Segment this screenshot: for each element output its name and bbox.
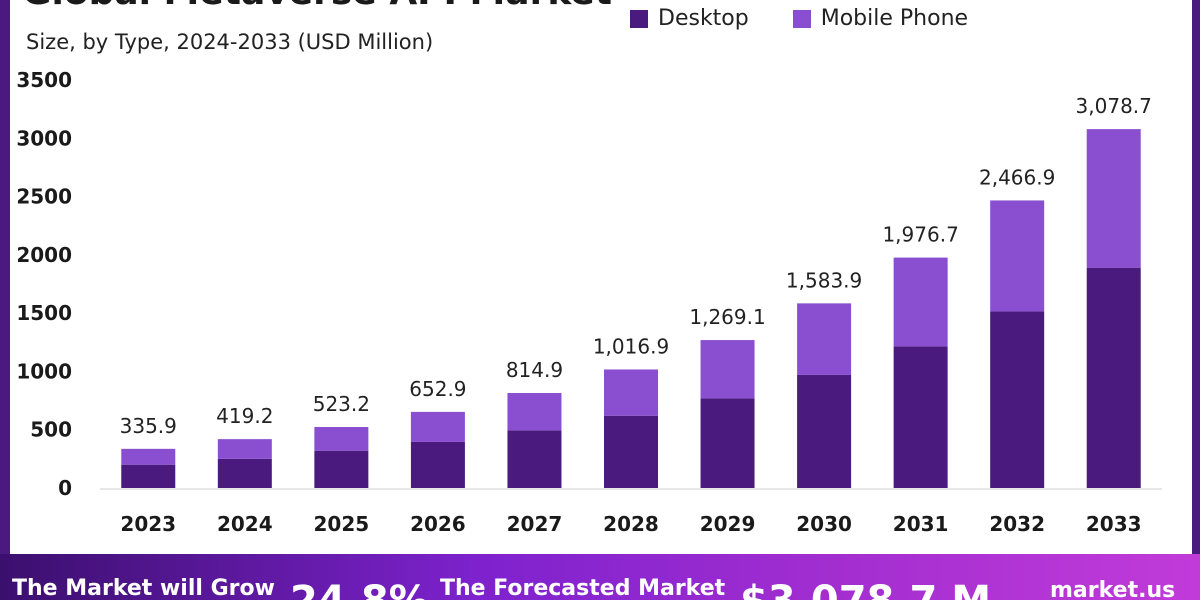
x-tick-label: 2027 — [507, 512, 563, 536]
bar-total-label: 523.2 — [313, 392, 370, 416]
bar-mobile-phone — [410, 411, 465, 442]
footer-banner: The Market will Grow 24.8% The Forecaste… — [0, 554, 1200, 600]
y-tick-label: 1000 — [16, 359, 72, 383]
footer-grow-label: The Market will Grow — [12, 576, 275, 600]
bar-total-label: 814.9 — [506, 358, 563, 382]
y-tick-label: 500 — [30, 418, 72, 442]
legend-item-desktop: Desktop — [630, 6, 749, 31]
x-tick-label: 2026 — [410, 512, 466, 536]
bar-mobile-phone — [314, 427, 369, 451]
y-tick-label: 0 — [58, 476, 72, 500]
x-tick-label: 2031 — [893, 512, 949, 536]
bar-desktop — [604, 415, 658, 488]
bar-desktop — [217, 458, 272, 488]
y-tick-label: 3000 — [16, 126, 72, 150]
footer-site-label: market.us — [1050, 578, 1176, 600]
footer-forecast-value: $3,078.7 M — [740, 578, 991, 600]
bar-total-label: 2,466.9 — [979, 165, 1055, 189]
bar-mobile-phone — [797, 303, 852, 375]
bar-total-label: 1,583.9 — [786, 268, 862, 292]
x-tick-label: 2024 — [217, 512, 273, 536]
x-tick-label: 2023 — [120, 512, 176, 536]
bar-total-label: 652.9 — [409, 377, 466, 401]
bar-total-label: 335.9 — [120, 414, 177, 438]
legend-item-mobile-phone: Mobile Phone — [792, 6, 969, 31]
bar-desktop — [700, 398, 755, 488]
bar-total-label: 3,078.7 — [1076, 94, 1152, 118]
x-tick-label: 2028 — [603, 512, 659, 536]
chart-title: Global Metaverse API Market — [22, 0, 612, 13]
bar-total-label: 1,016.9 — [593, 334, 669, 358]
legend-swatch-mobile-phone — [792, 9, 811, 28]
y-tick-label: 3500 — [16, 68, 72, 92]
bar-desktop — [893, 346, 948, 488]
bar-mobile-phone — [893, 257, 948, 347]
bar-total-label: 1,269.1 — [689, 305, 765, 329]
chart-legend: Desktop Mobile Phone — [630, 6, 968, 31]
x-tick-label: 2025 — [314, 512, 370, 536]
x-tick-label: 2033 — [1086, 512, 1142, 536]
y-tick-label: 2000 — [16, 243, 72, 267]
bar-total-label: 1,976.7 — [882, 223, 958, 247]
bar-mobile-phone — [507, 393, 562, 431]
chart-subtitle: Size, by Type, 2024-2033 (USD Million) — [26, 30, 434, 54]
bar-mobile-phone — [121, 448, 176, 465]
legend-label-desktop: Desktop — [658, 6, 749, 31]
x-tick-label: 2032 — [989, 512, 1045, 536]
bar-desktop — [990, 311, 1045, 488]
bar-mobile-phone — [990, 200, 1045, 312]
bar-desktop — [314, 450, 369, 488]
bar-desktop — [410, 441, 465, 488]
bar-mobile-phone — [1086, 129, 1141, 268]
bar-total-label: 419.2 — [216, 404, 273, 428]
y-tick-label: 2500 — [16, 185, 72, 209]
footer-forecast-label: The Forecasted Market — [440, 576, 726, 600]
y-tick-label: 1500 — [16, 301, 72, 325]
bar-mobile-phone — [700, 340, 755, 399]
legend-label-mobile-phone: Mobile Phone — [820, 6, 969, 31]
bar-mobile-phone — [217, 439, 272, 459]
legend-swatch-desktop — [630, 9, 648, 28]
bar-desktop — [121, 464, 176, 488]
x-tick-label: 2030 — [796, 512, 852, 536]
bar-desktop — [507, 430, 562, 488]
bar-desktop — [797, 374, 852, 488]
x-tick-label: 2029 — [700, 512, 756, 536]
bar-mobile-phone — [604, 369, 658, 416]
footer-cagr-value: 24.8% — [290, 578, 429, 600]
bar-desktop — [1086, 267, 1141, 488]
